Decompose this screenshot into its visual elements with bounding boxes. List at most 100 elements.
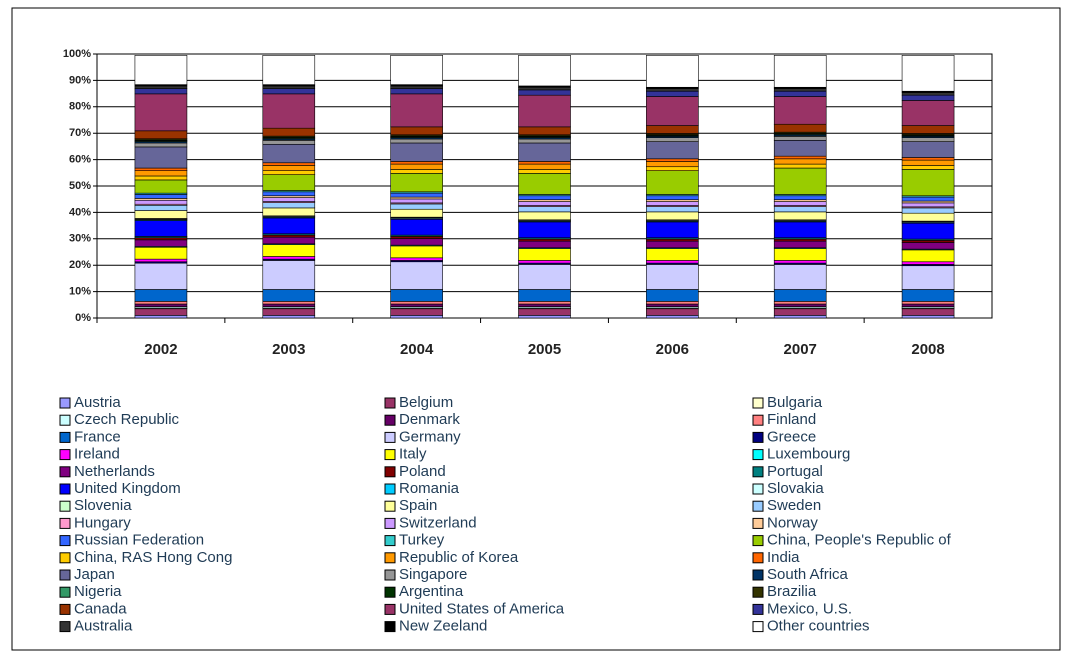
legend-swatch [384,535,396,547]
y-tick-label: 90% [69,74,91,86]
legend-label: Spain [399,497,437,514]
legend-label: India [767,549,800,566]
legend-swatch [384,552,396,564]
y-tick-label: 10% [69,286,91,298]
legend-label: Singapore [399,566,467,583]
bar-segment [646,90,699,97]
bar-segment [518,173,571,195]
legend-swatch [59,500,71,512]
bar-segment [134,170,188,177]
legend-label: Norway [767,514,818,531]
bar-segment [134,199,188,205]
bar-segment [262,301,316,305]
bar-segment [262,217,316,235]
legend-label: Greece [767,428,816,445]
legend-swatch [384,500,396,512]
bar-segment [901,100,955,126]
bar-segment [901,196,955,202]
legend-label: United Kingdom [74,480,181,497]
bar-segment [901,137,955,142]
bar-segment [901,308,955,316]
bar-segment [518,260,571,264]
bar-segment [901,202,955,208]
bar-segment [646,137,699,142]
bar-segment [773,248,827,261]
bar-segment [262,234,316,238]
bar-segment [518,308,571,316]
x-tick-label: 2005 [528,341,561,358]
legend-swatch [384,397,396,409]
bar-segment [773,167,827,195]
bar-segment [901,240,955,243]
bar-segment [901,165,955,170]
bar-segment [646,125,699,134]
bar-segment [262,197,316,202]
bar-segment [390,142,443,162]
bar-segment [134,210,188,219]
bar-segment [390,198,443,204]
bar-segment [134,146,188,169]
bar-segment [901,289,955,302]
legend-label: Sweden [767,497,821,514]
bar-segment [262,85,316,89]
legend-label: China, RAS Hong Cong [74,549,232,566]
bar-segment [518,55,571,87]
bar-segment [390,218,443,236]
legend-swatch [59,586,71,598]
legend-label: Belgium [399,394,453,411]
bar-segment [646,264,699,290]
bar-segment [901,125,955,134]
bar-segment [134,303,188,307]
bar-segment [134,167,188,171]
bar-segment [390,163,443,170]
bar-segment [773,315,827,319]
bar-segment [901,301,955,305]
y-tick-label: 100% [63,48,91,60]
legend-swatch [59,603,71,615]
legend-swatch [752,466,764,478]
legend-label: Slovenia [74,497,132,514]
bar-segment [262,303,316,307]
bar-segment [262,170,316,175]
bar-segment [773,211,827,221]
legend-label: Canada [74,600,127,617]
bar-segment [646,301,699,305]
legend-swatch [59,552,71,564]
legend-label: Brazilia [767,583,817,600]
bar-segment [390,203,443,210]
bar-segment [262,289,316,302]
legend-label: Denmark [399,411,460,428]
legend-swatch [752,483,764,495]
legend-label: China, People's Republic of [767,532,952,549]
bar-segment [262,308,316,316]
bar-segment [901,157,955,161]
legend-swatch [752,500,764,512]
bar-segment [901,242,955,250]
bar-segment [262,207,316,217]
y-tick-label: 50% [69,180,91,192]
bar-segment [773,195,827,201]
bar-segment [646,195,699,201]
x-tick-label: 2006 [656,341,689,358]
legend-label: Hungary [74,514,131,531]
bar-segment [773,238,827,242]
bar-segment [773,136,827,141]
bar-segment [646,141,699,160]
bar-segment [901,55,955,92]
bar-segment [134,262,188,290]
legend-label: Other countries [767,618,870,635]
x-tick-label: 2008 [911,341,944,358]
legend-label: Nigeria [74,583,122,600]
bar-segment [390,238,443,246]
bar-segment [518,303,571,307]
legend-label: New Zeeland [399,618,487,635]
legend-label: Romania [399,480,460,497]
legend-label: France [74,428,121,445]
bar-segment [518,315,571,319]
bar-segment [773,308,827,316]
legend-swatch [752,586,764,598]
legend-swatch [384,586,396,598]
bar-segment [134,204,188,211]
legend-swatch [59,466,71,478]
